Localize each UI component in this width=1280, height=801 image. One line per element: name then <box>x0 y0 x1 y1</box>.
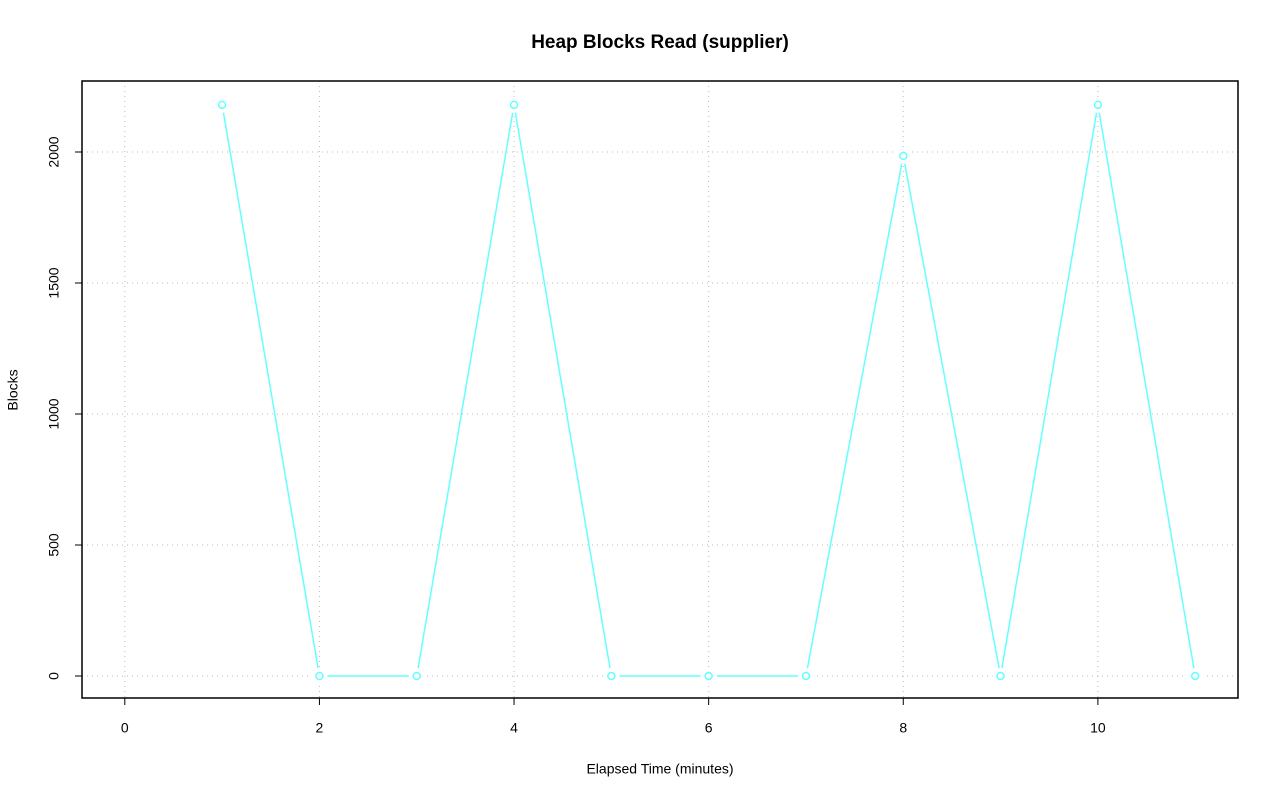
data-point <box>801 671 811 681</box>
point-gap <box>214 96 231 113</box>
point-gap <box>797 667 814 684</box>
x-tick-label: 0 <box>121 720 129 736</box>
data-point <box>315 671 324 681</box>
data-point <box>899 151 908 161</box>
point-gap <box>506 96 523 113</box>
chart-title: Heap Blocks Read (supplier) <box>531 32 789 53</box>
point-gap <box>603 667 620 684</box>
data-point <box>1190 671 1200 681</box>
y-tick-label: 2000 <box>46 136 62 167</box>
y-tick-label: 1000 <box>46 398 62 429</box>
data-point <box>1093 100 1103 110</box>
point-gap <box>1187 667 1204 684</box>
point-gap <box>408 667 425 684</box>
y-tick-label: 0 <box>46 672 62 680</box>
x-tick-label: 10 <box>1090 720 1106 736</box>
y-tick-label: 1500 <box>46 267 62 298</box>
data-point <box>509 100 519 110</box>
plot-frame <box>81 80 1239 699</box>
point-gap <box>895 147 912 164</box>
x-tick-label: 2 <box>316 720 324 736</box>
data-point <box>996 671 1005 681</box>
point-gap <box>1089 96 1106 113</box>
x-tick-label: 8 <box>899 720 907 736</box>
point-gap <box>700 667 717 684</box>
data-point <box>412 671 421 681</box>
y-tick-label: 500 <box>46 533 62 557</box>
x-tick-label: 6 <box>705 720 713 736</box>
data-point <box>217 100 227 110</box>
x-axis-label: Elapsed Time (minutes) <box>586 761 733 777</box>
point-gap <box>311 667 328 684</box>
y-axis-label: Blocks <box>5 369 21 410</box>
point-gap <box>992 667 1009 684</box>
x-tick-label: 4 <box>510 720 518 736</box>
data-point <box>607 671 616 681</box>
data-point <box>704 671 713 681</box>
